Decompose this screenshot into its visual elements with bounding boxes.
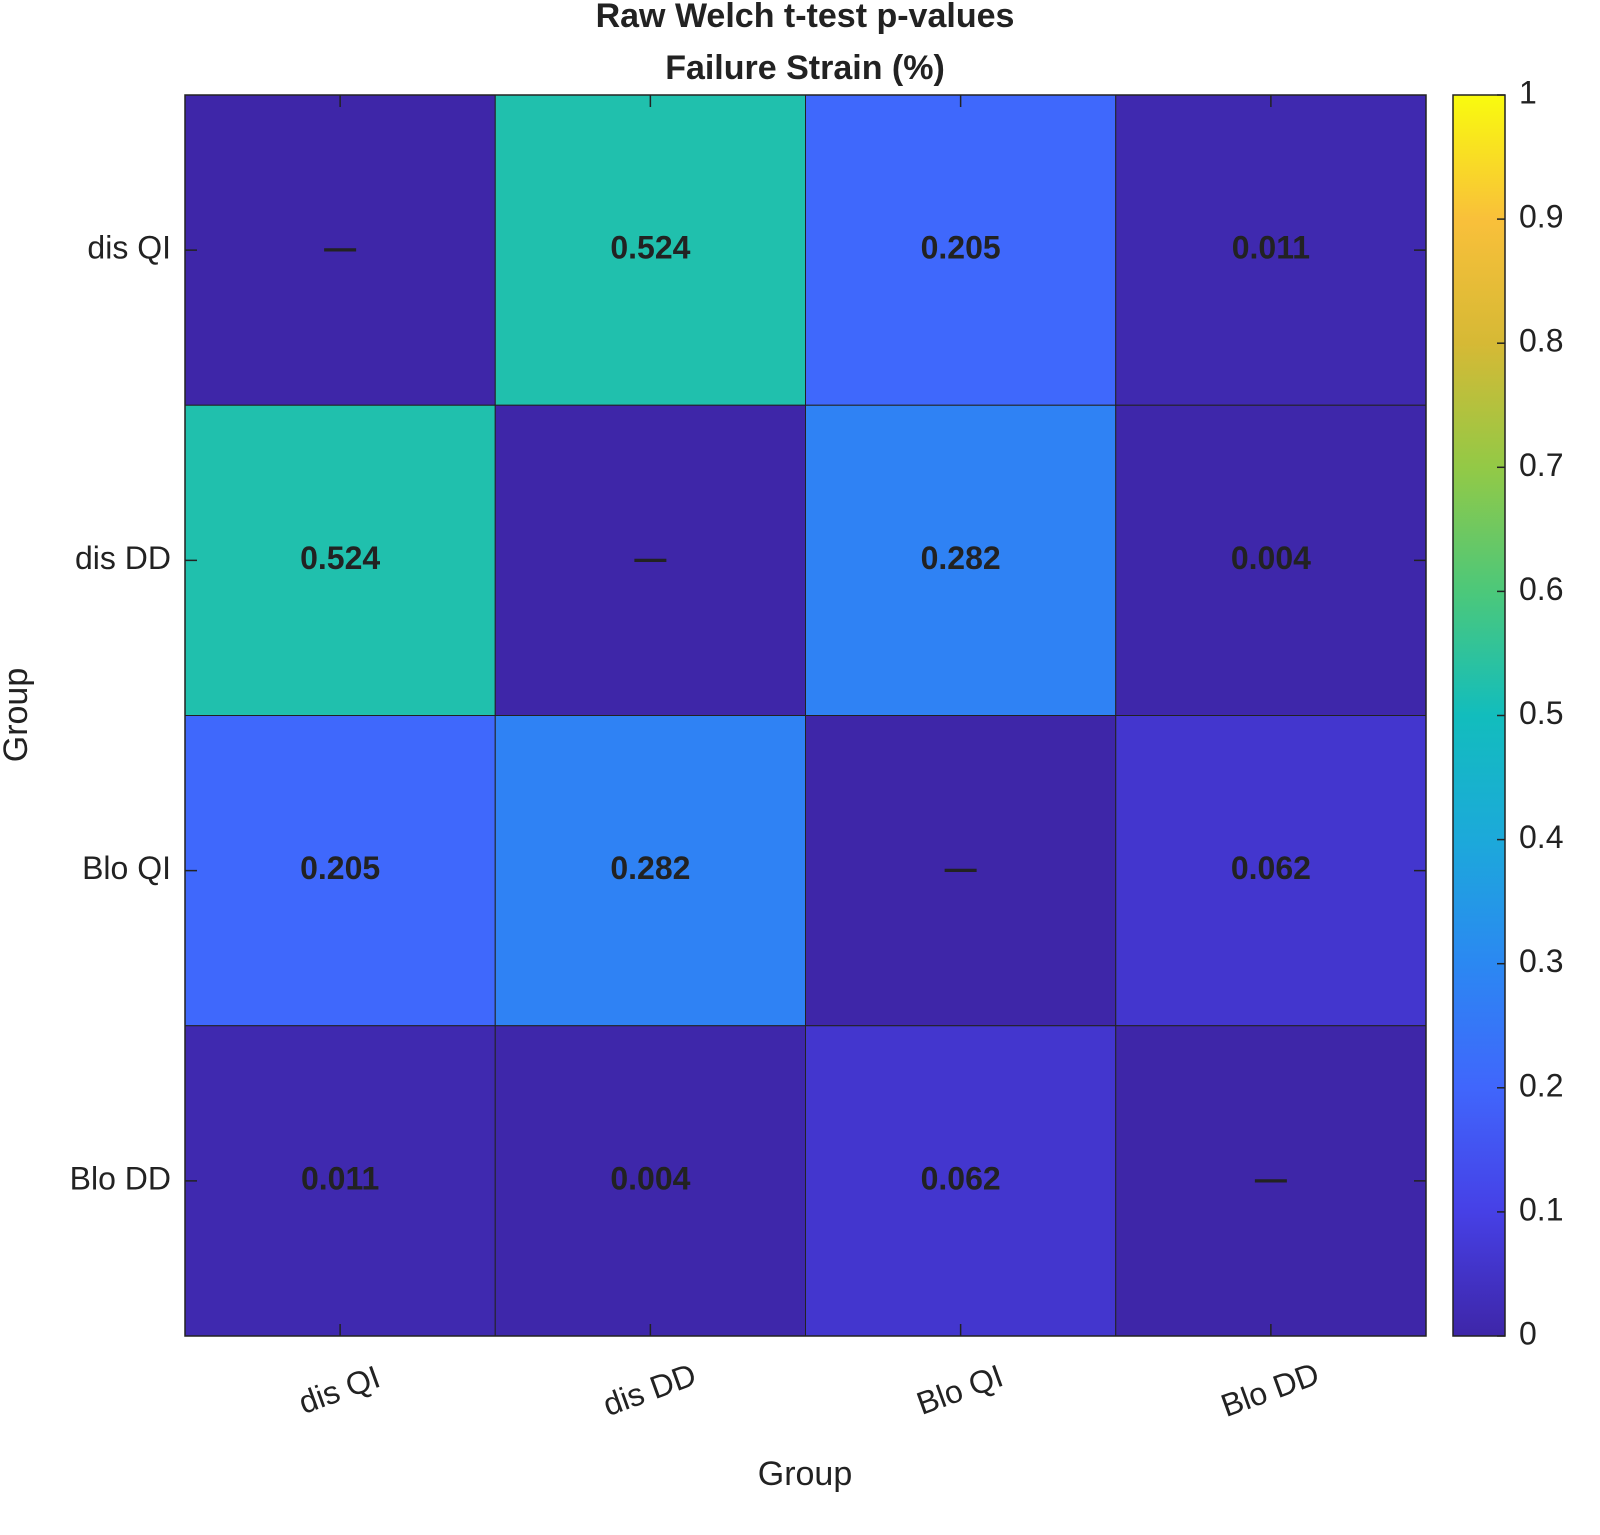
cell-label: 0.524 (610, 230, 690, 266)
colorbar-tick-label: 1 (1519, 74, 1537, 110)
cell-label: 0.004 (610, 1160, 690, 1196)
colorbar-tick-label: 0.8 (1519, 323, 1563, 359)
cell-label: 0.282 (610, 850, 690, 886)
x-tick-label: dis QI (294, 1358, 385, 1420)
cell (805, 404, 1117, 716)
cell (494, 1025, 806, 1337)
colorbar (1452, 94, 1506, 1337)
x-tick-label: Blo QI (912, 1357, 1008, 1421)
cell-label: 0.011 (301, 1160, 379, 1196)
cell-label: 0.205 (300, 850, 380, 886)
colorbar-tick-label: 0.5 (1519, 695, 1563, 731)
cell-label: 0.524 (300, 540, 380, 576)
empty-cell (1115, 1025, 1427, 1337)
y-axis-label: Group (0, 668, 35, 763)
chart-title: Raw Welch t-test p-values (596, 0, 1015, 35)
x-tick-label: Blo DD (1216, 1355, 1324, 1423)
empty-cell (184, 94, 496, 406)
cell-label: 0.205 (921, 230, 1001, 266)
cell (494, 715, 806, 1027)
cell-label: 0.062 (921, 1160, 1001, 1196)
cell (1115, 94, 1427, 406)
cell (805, 1025, 1117, 1337)
chart-subtitle: Failure Strain (%) (665, 49, 945, 87)
cell-label: — (1255, 1160, 1287, 1196)
y-tick-label: Blo QI (82, 850, 171, 886)
empty-cell (494, 404, 806, 716)
y-tick-label: Blo DD (70, 1160, 171, 1196)
cell-label: — (945, 850, 977, 886)
cell-label: 0.011 (1232, 230, 1310, 266)
plot-frame (184, 94, 1427, 1337)
x-tick-label: dis DD (598, 1356, 701, 1423)
colorbar-tick-label: 0.7 (1519, 447, 1563, 483)
cell-label: 0.004 (1231, 540, 1311, 576)
cell (1115, 404, 1427, 716)
cell (184, 404, 496, 716)
colorbar-tick-label: 0.1 (1519, 1191, 1563, 1227)
cell-label: — (324, 230, 356, 266)
colorbar-tick-label: 0 (1519, 1315, 1537, 1351)
x-axis-label: Group (758, 1455, 853, 1493)
cell (1115, 715, 1427, 1027)
y-tick-label: dis DD (75, 540, 171, 576)
cell (494, 94, 806, 406)
colorbar-tick-label: 0.3 (1519, 943, 1563, 979)
cell-label: 0.062 (1231, 850, 1311, 886)
colorbar-tick-label: 0.9 (1519, 199, 1563, 235)
cell-label: — (634, 540, 666, 576)
cell (184, 1025, 496, 1337)
y-tick-label: dis QI (87, 230, 171, 266)
colorbar-tick-label: 0.6 (1519, 571, 1563, 607)
cell-label: 0.282 (921, 540, 1001, 576)
colorbar-tick-label: 0.4 (1519, 819, 1563, 855)
colorbar-tick-label: 0.2 (1519, 1067, 1563, 1103)
